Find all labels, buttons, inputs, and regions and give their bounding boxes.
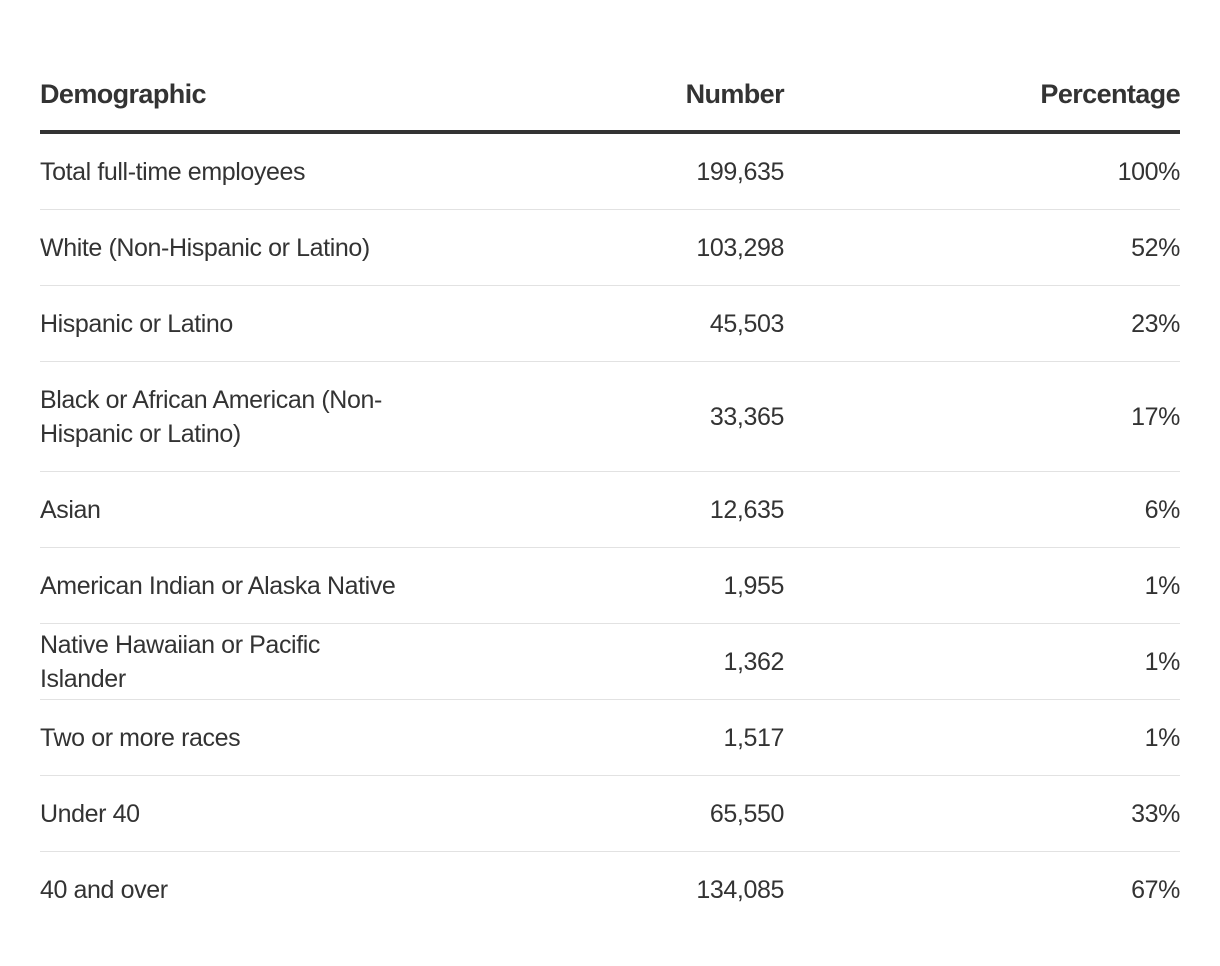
row-percentage: 67% <box>1131 875 1180 904</box>
table-row: American Indian or Alaska Native 1,955 1… <box>40 547 1180 624</box>
row-number: 65,550 <box>500 775 784 852</box>
row-number: 1,517 <box>500 699 784 776</box>
row-percentage: 33% <box>784 775 1180 852</box>
row-demographic: Two or more races <box>40 723 241 752</box>
row-percentage: 1% <box>784 699 1180 776</box>
row-demographic: Asian <box>40 495 101 524</box>
row-number: 1,362 <box>500 623 784 700</box>
row-number: 199,635 <box>500 132 784 210</box>
table-row: Asian 12,635 6% <box>40 471 1180 548</box>
row-percentage: 6% <box>784 471 1180 548</box>
row-demographic: Under 40 <box>40 799 140 828</box>
row-demographic: Total full-time employees <box>40 157 306 186</box>
row-percentage: 23% <box>784 285 1180 362</box>
table-header-row: Demographic Number Percentage <box>40 58 1181 134</box>
table-row: Two or more races 1,517 1% <box>40 699 1180 776</box>
row-percentage: 52% <box>784 209 1180 286</box>
table-row: Native Hawaiian or Pacific Islander 1,36… <box>40 623 1180 700</box>
row-demographic: 40 and over <box>40 875 168 904</box>
row-number: 134,085 <box>696 875 784 904</box>
row-number: 45,503 <box>500 285 784 362</box>
row-demographic: White (Non-Hispanic or Latino) <box>40 233 370 262</box>
row-demographic: Hispanic or Latino <box>40 309 233 338</box>
demographics-table-container: Demographic Number Percentage Total full… <box>40 58 1181 928</box>
table-row: Under 40 65,550 33% <box>40 775 1180 852</box>
table-row: White (Non-Hispanic or Latino) 103,298 5… <box>40 209 1180 286</box>
header-number: Number <box>500 58 785 134</box>
header-percentage: Percentage <box>784 58 1181 134</box>
row-percentage: 17% <box>784 361 1180 472</box>
row-percentage: 1% <box>784 623 1180 700</box>
row-number: 1,955 <box>500 547 784 624</box>
row-percentage: 1% <box>784 547 1180 624</box>
row-percentage: 100% <box>784 132 1180 210</box>
table-row: Total full-time employees 199,635 100% <box>40 132 1180 210</box>
row-demographic: Native Hawaiian or Pacific Islander <box>40 630 320 693</box>
row-number: 33,365 <box>500 361 784 472</box>
demographics-table: Demographic Number Percentage Total full… <box>40 58 1181 928</box>
row-number: 12,635 <box>500 471 784 548</box>
row-number: 103,298 <box>500 209 784 286</box>
table-row: Black or African American (Non-Hispanic … <box>40 361 1180 472</box>
table-row: Hispanic or Latino 45,503 23% <box>40 285 1180 362</box>
header-demographic: Demographic <box>40 58 500 134</box>
table-row: 40 and over 134,085 67% <box>40 852 1180 928</box>
row-demographic: Black or African American (Non-Hispanic … <box>40 385 382 448</box>
row-demographic: American Indian or Alaska Native <box>40 571 396 600</box>
